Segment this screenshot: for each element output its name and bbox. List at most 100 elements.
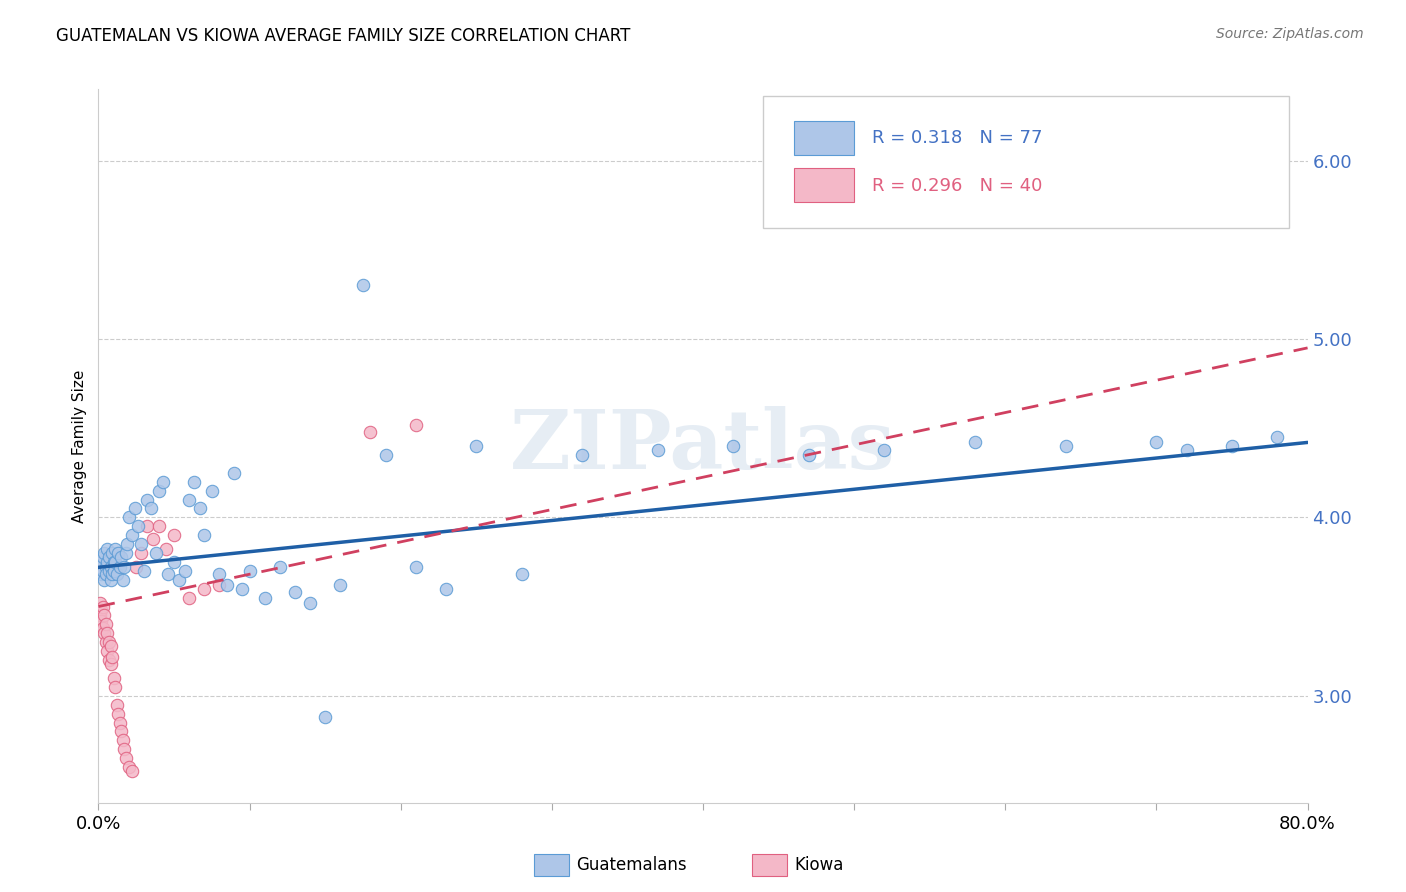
Point: [360, 425, 382, 439]
Point: [208, 578, 231, 592]
Point: [215, 578, 238, 592]
Point: [118, 760, 141, 774]
FancyBboxPatch shape: [763, 96, 1289, 228]
Point: [103, 564, 125, 578]
Text: GUATEMALAN VS KIOWA AVERAGE FAMILY SIZE CORRELATION CHART: GUATEMALAN VS KIOWA AVERAGE FAMILY SIZE …: [56, 27, 631, 45]
Point: [91, 549, 114, 564]
Point: [269, 560, 291, 574]
Point: [179, 492, 201, 507]
Point: [100, 657, 122, 671]
Point: [98, 549, 121, 564]
Point: [98, 653, 121, 667]
Point: [89, 560, 111, 574]
Point: [1267, 430, 1289, 444]
Point: [179, 591, 201, 605]
Point: [93, 573, 115, 587]
Point: [94, 617, 117, 632]
Point: [96, 626, 118, 640]
Point: [142, 532, 165, 546]
Point: [115, 537, 138, 551]
Point: [571, 448, 593, 462]
Point: [183, 475, 205, 489]
Point: [111, 733, 134, 747]
Point: [155, 542, 177, 557]
Point: [110, 549, 132, 564]
Point: [1220, 439, 1243, 453]
Point: [96, 644, 118, 658]
Point: [90, 614, 112, 628]
Point: [405, 560, 427, 574]
Point: [100, 639, 122, 653]
Point: [89, 608, 111, 623]
Point: [104, 680, 127, 694]
Point: [284, 585, 307, 599]
Point: [89, 596, 111, 610]
Point: [156, 567, 179, 582]
Point: [173, 564, 195, 578]
Point: [108, 715, 131, 730]
Point: [314, 710, 336, 724]
Point: [510, 567, 533, 582]
Point: [465, 439, 488, 453]
Point: [132, 564, 155, 578]
Point: [98, 635, 121, 649]
Point: [201, 483, 224, 498]
Point: [110, 724, 132, 739]
Point: [231, 582, 253, 596]
Point: [125, 560, 148, 574]
Point: [1144, 435, 1167, 450]
Point: [121, 528, 143, 542]
Point: [647, 442, 669, 457]
Point: [163, 528, 186, 542]
Point: [105, 698, 128, 712]
Point: [167, 573, 190, 587]
Point: [100, 573, 122, 587]
Point: [100, 560, 122, 574]
Point: [253, 591, 276, 605]
Point: [434, 582, 457, 596]
Point: [104, 555, 127, 569]
Point: [94, 560, 117, 574]
FancyBboxPatch shape: [793, 168, 855, 202]
Point: [93, 546, 115, 560]
Point: [129, 537, 152, 551]
Point: [873, 442, 896, 457]
Point: [141, 501, 163, 516]
Point: [121, 764, 143, 778]
Point: [1054, 439, 1077, 453]
Point: [208, 567, 231, 582]
Point: [104, 542, 127, 557]
Point: [107, 706, 129, 721]
Point: [91, 564, 114, 578]
Point: [103, 671, 125, 685]
Point: [91, 621, 114, 635]
Point: [239, 564, 262, 578]
Text: ZIPatlas: ZIPatlas: [510, 406, 896, 486]
Point: [299, 596, 322, 610]
Point: [98, 564, 121, 578]
Text: Guatemalans: Guatemalans: [576, 856, 688, 874]
Point: [374, 448, 396, 462]
Point: [105, 567, 128, 582]
Point: [112, 560, 135, 574]
Point: [193, 582, 215, 596]
Point: [152, 475, 174, 489]
Text: Source: ZipAtlas.com: Source: ZipAtlas.com: [1216, 27, 1364, 41]
Point: [93, 626, 115, 640]
Text: R = 0.318   N = 77: R = 0.318 N = 77: [872, 128, 1043, 146]
Point: [352, 278, 374, 293]
Point: [90, 555, 112, 569]
Point: [723, 439, 745, 453]
Point: [90, 603, 112, 617]
Point: [193, 528, 215, 542]
Point: [148, 519, 170, 533]
Point: [112, 742, 135, 756]
Point: [188, 501, 211, 516]
Point: [135, 492, 157, 507]
Point: [114, 751, 136, 765]
Point: [90, 567, 112, 582]
Point: [163, 555, 186, 569]
Point: [797, 448, 820, 462]
Point: [91, 599, 114, 614]
Point: [114, 546, 136, 560]
